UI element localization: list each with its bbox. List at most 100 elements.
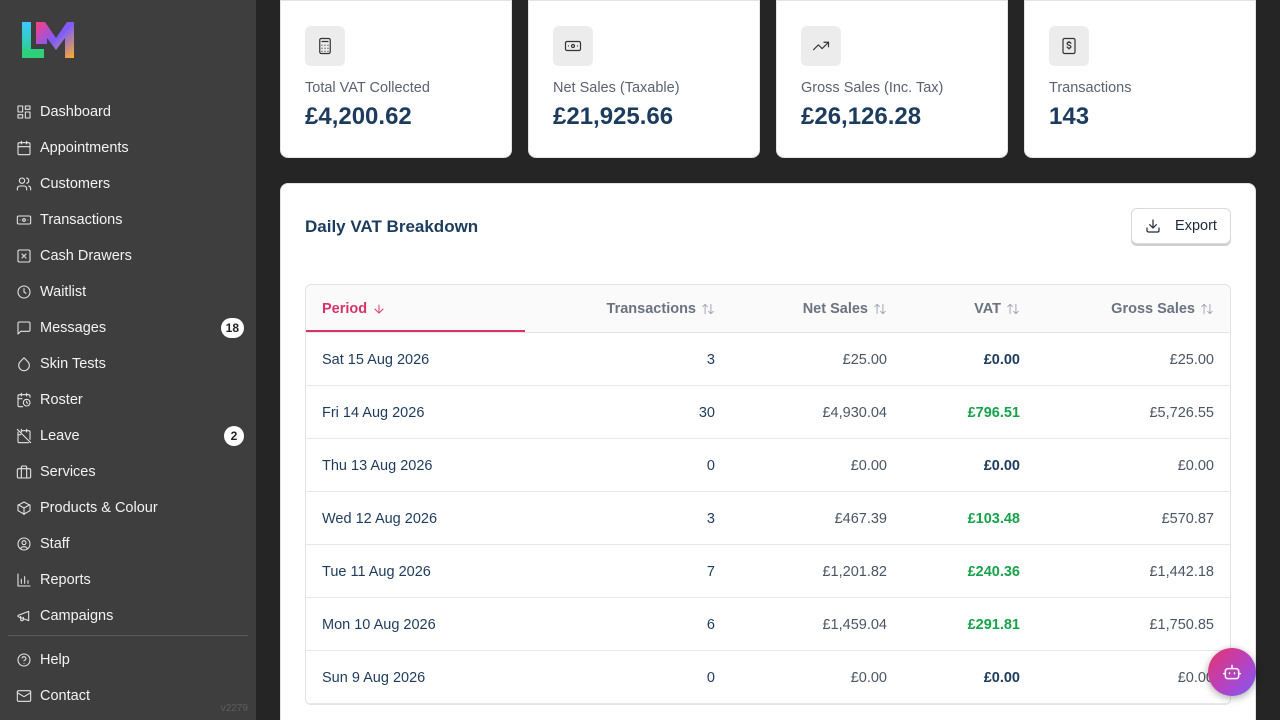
sidebar-item-products-colour[interactable]: Products & Colour xyxy=(8,490,248,526)
sidebar-item-label: Transactions xyxy=(40,212,123,228)
calendar-off-icon xyxy=(16,428,32,444)
cell-transactions: 0 xyxy=(706,669,715,686)
sidebar-divider xyxy=(8,635,248,636)
export-button[interactable]: Export xyxy=(1131,208,1231,244)
table-header: Period Transactions Net Sales VAT Gross … xyxy=(306,285,1230,333)
sidebar-item-label: Customers xyxy=(40,176,111,192)
sidebar-item-cash-drawers[interactable]: Cash Drawers xyxy=(8,238,248,274)
stat-label: Total VAT Collected xyxy=(305,80,430,96)
cell-vat: £291.81 xyxy=(967,616,1020,633)
sidebar-item-label: Roster xyxy=(40,392,83,408)
sidebar-item-reports[interactable]: Reports xyxy=(8,562,248,598)
stat-value: £26,126.28 xyxy=(801,103,922,130)
cell-period: Wed 12 Aug 2026 xyxy=(322,510,438,527)
grid-icon xyxy=(16,104,32,120)
cell-vat: £103.48 xyxy=(967,510,1020,527)
banknote-icon xyxy=(16,212,32,228)
sidebar-item-waitlist[interactable]: Waitlist xyxy=(8,274,248,310)
mail-icon xyxy=(16,688,32,704)
receipt-icon xyxy=(1049,26,1089,66)
user-circle-icon xyxy=(16,536,32,552)
cell-period: Tue 11 Aug 2026 xyxy=(322,563,431,580)
sidebar-item-label: Cash Drawers xyxy=(40,248,132,264)
cell-net-sales: £25.00 xyxy=(842,351,887,368)
cell-net-sales: £0.00 xyxy=(850,457,887,474)
table-row: Mon 10 Aug 2026 6 £1,459.04 £291.81 £1,7… xyxy=(306,598,1230,651)
column-header-label: VAT xyxy=(974,301,1001,317)
sidebar-item-roster[interactable]: Roster xyxy=(8,382,248,418)
clock-icon xyxy=(16,284,32,300)
cell-transactions: 30 xyxy=(698,404,715,421)
cell-transactions: 3 xyxy=(706,510,715,527)
sidebar-item-label: Dashboard xyxy=(40,104,111,120)
column-header-transactions[interactable]: Transactions xyxy=(607,285,715,333)
sidebar-item-messages[interactable]: Messages 18 xyxy=(8,310,248,346)
column-header-period[interactable]: Period xyxy=(322,285,386,333)
sidebar-item-appointments[interactable]: Appointments xyxy=(8,130,248,166)
cell-net-sales: £1,201.82 xyxy=(822,563,887,580)
cell-net-sales: £467.39 xyxy=(834,510,887,527)
cell-vat: £240.36 xyxy=(967,563,1020,580)
cell-period: Sat 15 Aug 2026 xyxy=(322,351,430,368)
sidebar-item-help[interactable]: Help xyxy=(8,642,248,678)
sidebar-item-skin-tests[interactable]: Skin Tests xyxy=(8,346,248,382)
cell-gross-sales: £1,442.18 xyxy=(1149,563,1214,580)
sort-icon xyxy=(1007,303,1019,315)
cell-transactions: 0 xyxy=(706,457,715,474)
cell-gross-sales: £0.00 xyxy=(1177,457,1214,474)
app-version: v2279 xyxy=(220,703,248,714)
sidebar-item-label: Contact xyxy=(40,688,90,704)
column-header-label: Transactions xyxy=(606,301,696,317)
calendar-icon xyxy=(16,140,32,156)
sidebar-item-campaigns[interactable]: Campaigns xyxy=(8,598,248,634)
sidebar-item-label: Services xyxy=(40,464,96,480)
column-header-label: Net Sales xyxy=(802,301,868,317)
brand-logo-icon[interactable] xyxy=(20,20,76,60)
sidebar-item-contact[interactable]: Contact xyxy=(8,678,248,714)
cell-vat: £796.51 xyxy=(967,404,1020,421)
sidebar-item-services[interactable]: Services xyxy=(8,454,248,490)
stat-value: 143 xyxy=(1049,103,1090,130)
stat-value: £4,200.62 xyxy=(305,103,412,130)
table-row: Fri 14 Aug 2026 30 £4,930.04 £796.51 £5,… xyxy=(306,386,1230,439)
cell-transactions: 3 xyxy=(706,351,715,368)
column-header-label: Gross Sales xyxy=(1111,301,1195,317)
stat-label: Gross Sales (Inc. Tax) xyxy=(801,80,944,96)
messages-count-badge: 18 xyxy=(220,318,244,338)
cell-period: Sun 9 Aug 2026 xyxy=(322,669,426,686)
bot-icon xyxy=(1222,664,1242,680)
sort-icon xyxy=(1201,303,1213,315)
sidebar-item-customers[interactable]: Customers xyxy=(8,166,248,202)
cell-gross-sales: £5,726.55 xyxy=(1149,404,1214,421)
help-circle-icon xyxy=(16,652,32,668)
table-row: Tue 11 Aug 2026 7 £1,201.82 £240.36 £1,4… xyxy=(306,545,1230,598)
stat-card-gross-sales: Gross Sales (Inc. Tax) £26,126.28 xyxy=(776,0,1008,158)
column-header-vat[interactable]: VAT xyxy=(974,285,1020,333)
package-icon xyxy=(16,500,32,516)
vat-breakdown-table: Period Transactions Net Sales VAT Gross … xyxy=(305,284,1231,705)
cell-period: Mon 10 Aug 2026 xyxy=(322,616,436,633)
arrow-down-icon xyxy=(374,304,384,314)
users-icon xyxy=(16,176,32,192)
sidebar-item-label: Skin Tests xyxy=(40,356,106,372)
cell-period: Thu 13 Aug 2026 xyxy=(322,457,433,474)
bar-chart-icon xyxy=(16,572,32,588)
column-header-net-sales[interactable]: Net Sales xyxy=(803,285,887,333)
stat-value: £21,925.66 xyxy=(553,103,674,130)
table-row: Sun 9 Aug 2026 0 £0.00 £0.00 £0.00 xyxy=(306,651,1230,704)
cell-gross-sales: £25.00 xyxy=(1169,351,1214,368)
table-row: Thu 13 Aug 2026 0 £0.00 £0.00 £0.00 xyxy=(306,439,1230,492)
assistant-chat-button[interactable] xyxy=(1208,648,1256,696)
cell-vat: £0.00 xyxy=(983,351,1020,368)
cell-transactions: 6 xyxy=(706,616,715,633)
sidebar-item-staff[interactable]: Staff xyxy=(8,526,248,562)
column-header-gross-sales[interactable]: Gross Sales xyxy=(1111,285,1214,333)
sidebar-item-dashboard[interactable]: Dashboard xyxy=(8,94,248,130)
cell-gross-sales: £0.00 xyxy=(1177,669,1214,686)
cell-transactions: 7 xyxy=(706,563,715,580)
sidebar-item-label: Campaigns xyxy=(40,608,114,624)
stat-label: Net Sales (Taxable) xyxy=(553,80,680,96)
megaphone-icon xyxy=(16,608,32,624)
sidebar-item-leave[interactable]: Leave 2 xyxy=(8,418,248,454)
sidebar-item-transactions[interactable]: Transactions xyxy=(8,202,248,238)
